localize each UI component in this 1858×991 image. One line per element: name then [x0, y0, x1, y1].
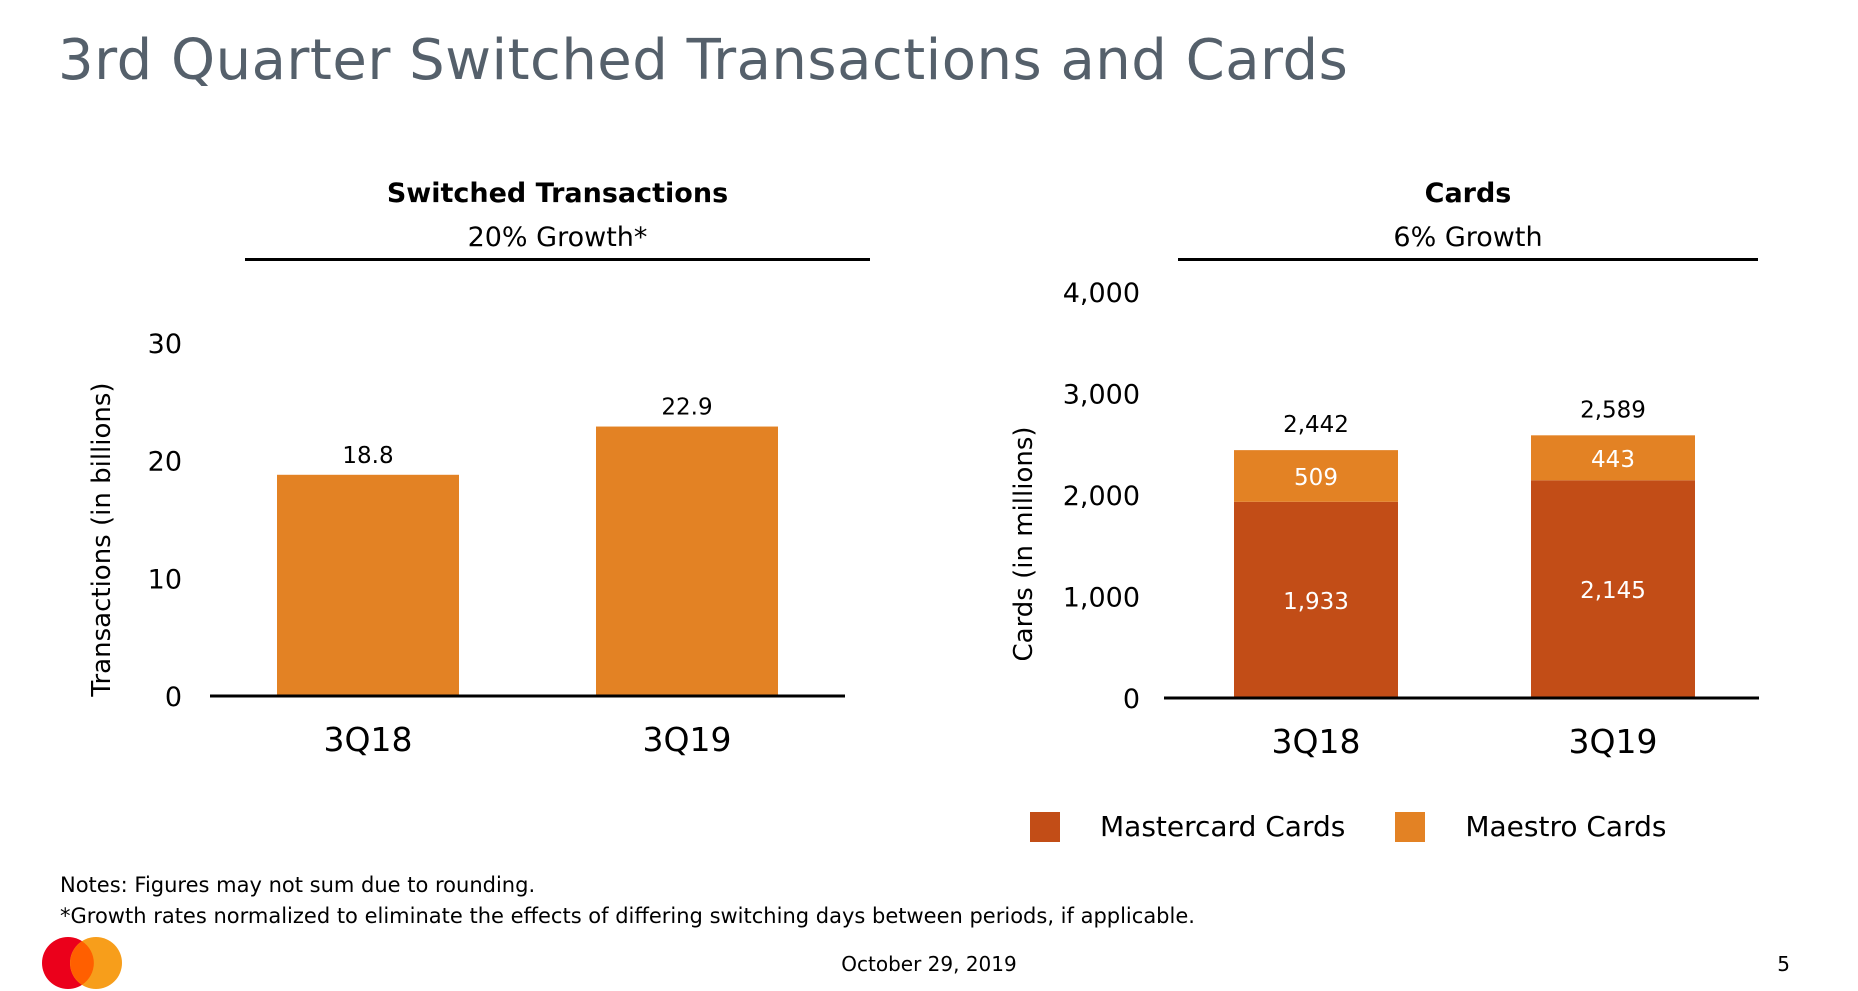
- note-rounding: Notes: Figures may not sum due to roundi…: [60, 873, 536, 897]
- total-label: 2,442: [1283, 412, 1349, 438]
- y-tick-label: 2,000: [1063, 481, 1140, 512]
- left-panel-title: Switched Transactions: [386, 178, 729, 209]
- cards-chart: 0 1,000 2,000 3,000 4,000 Cards (in millions)…: [1009, 278, 1759, 761]
- data-label: 18.8: [342, 443, 393, 469]
- left-panel-rule: [245, 258, 870, 261]
- left-panel-subtitle: 20% Growth*: [467, 222, 648, 253]
- x-tick-label: 3Q18: [1272, 722, 1361, 761]
- y-tick-label: 20: [148, 447, 182, 478]
- transactions-chart: 0 10 20 30 Transactions (in billions) 18.8 3Q1…: [87, 329, 845, 759]
- y-tick-label: 0: [1123, 684, 1140, 715]
- legend-item-mastercard: Mastercard Cards: [1030, 810, 1345, 843]
- y-axis-label: Cards (in millions): [1009, 426, 1039, 661]
- page-number: 5: [1777, 952, 1790, 976]
- x-tick-label: 3Q19: [1569, 722, 1658, 761]
- footnotes: Notes: Figures may not sum due to roundi…: [60, 870, 1195, 932]
- y-axis-label: Transactions (in billions): [87, 382, 117, 697]
- legend-swatch-maestro: [1395, 811, 1426, 842]
- y-tick-label: 0: [165, 682, 182, 713]
- total-label: 2,589: [1580, 397, 1646, 423]
- y-tick-label: 3,000: [1063, 380, 1140, 411]
- cards-legend: Mastercard Cards Maestro Cards: [1030, 810, 1716, 843]
- footer-date: October 29, 2019: [841, 952, 1017, 976]
- y-tick-label: 30: [148, 329, 182, 360]
- bar-segment: [1234, 501, 1398, 698]
- segment-label: 509: [1294, 465, 1338, 491]
- x-tick-label: 3Q19: [643, 720, 732, 759]
- data-label: 22.9: [661, 395, 712, 421]
- bar-segment: [1531, 435, 1695, 481]
- note-growth: *Growth rates normalized to eliminate th…: [60, 904, 1195, 928]
- page-title: 3rd Quarter Switched Transactions and Ca…: [58, 28, 1349, 93]
- right-panel-title: Cards: [1424, 178, 1512, 209]
- legend-label-maestro: Maestro Cards: [1465, 810, 1667, 843]
- bar-segment: [1234, 450, 1398, 502]
- right-panel-subtitle: 6% Growth: [1393, 222, 1543, 253]
- bar: [596, 426, 778, 696]
- segment-label: 1,933: [1283, 589, 1349, 615]
- segment-label: 2,145: [1580, 578, 1646, 604]
- segment-label: 443: [1591, 447, 1635, 473]
- bar: [277, 474, 459, 696]
- legend-swatch-mastercard: [1030, 811, 1060, 842]
- y-tick-label: 10: [148, 564, 182, 595]
- right-panel-rule: [1178, 258, 1758, 261]
- legend-item-maestro: Maestro Cards: [1395, 810, 1666, 843]
- mastercard-logo-icon: [42, 937, 122, 989]
- legend-label-mastercard: Mastercard Cards: [1100, 810, 1346, 843]
- y-tick-label: 1,000: [1063, 583, 1140, 614]
- bar-segment: [1531, 480, 1695, 698]
- y-tick-label: 4,000: [1063, 278, 1140, 309]
- x-tick-label: 3Q18: [324, 720, 413, 759]
